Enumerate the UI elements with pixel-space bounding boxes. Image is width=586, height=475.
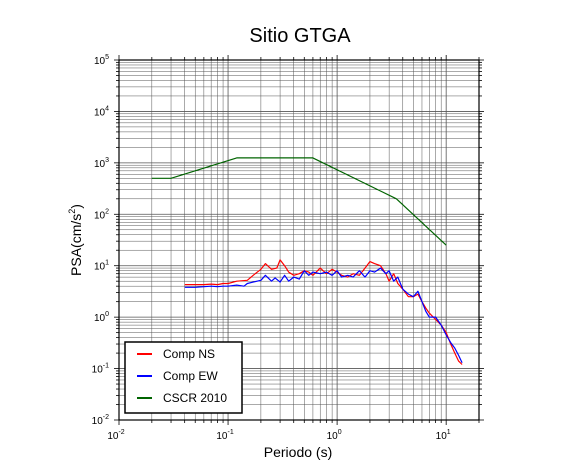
x-axis-label: Periodo (s)	[264, 444, 332, 460]
grid-lines	[118, 59, 480, 421]
y-axis-ticks: 10-2 10-1 100 101 102 103 104 105	[92, 54, 484, 427]
legend: Comp NS Comp EW CSCR 2010	[124, 341, 243, 414]
series-lines	[151, 157, 463, 365]
y-tick-label: 10-2	[92, 414, 109, 427]
series-line-3	[151, 157, 447, 246]
y-tick-label: 105	[94, 54, 109, 67]
x-tick-label: 100	[327, 429, 342, 442]
plot-border	[118, 59, 480, 421]
x-axis-ticks: 10-2 10-1 100 101	[107, 55, 480, 442]
chart-title: Sitio GTGA	[249, 25, 351, 47]
plot-frame	[118, 59, 480, 421]
y-axis-label: PSA(cm/s2)	[67, 204, 84, 276]
x-tick-label: 101	[436, 429, 451, 442]
y-tick-label: 103	[94, 157, 109, 170]
y-tick-label: 10-1	[92, 363, 109, 376]
y-tick-label: 104	[94, 105, 109, 118]
x-tick-label: 10-1	[216, 429, 233, 442]
legend-label-3: CSCR 2010	[163, 391, 227, 405]
legend-label-1: Comp NS	[163, 347, 215, 361]
y-tick-label: 101	[94, 260, 109, 273]
y-tick-label: 100	[94, 311, 109, 324]
series-line-2	[184, 267, 463, 363]
legend-label-2: Comp EW	[163, 369, 218, 383]
y-tick-label: 102	[94, 208, 109, 221]
x-tick-label: 10-2	[107, 429, 124, 442]
